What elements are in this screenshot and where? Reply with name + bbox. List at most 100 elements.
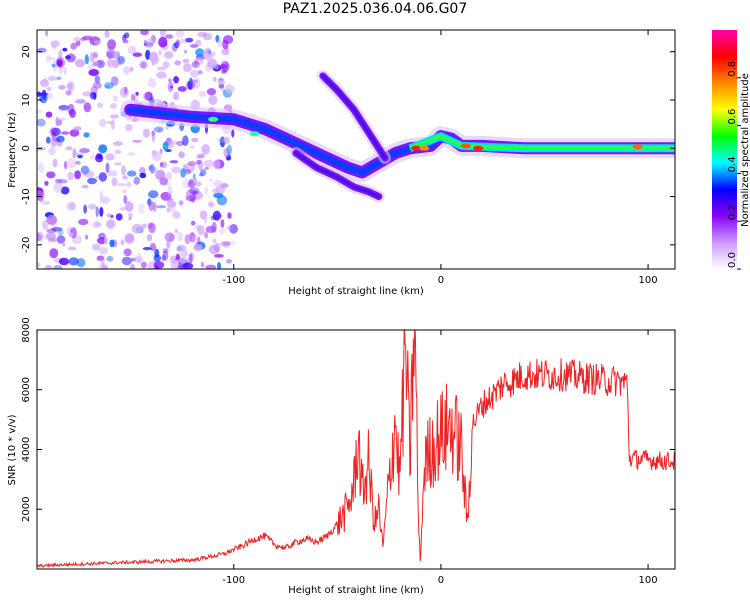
heatmap-noise-blob (174, 60, 182, 66)
heatmap-noise-blob (177, 231, 184, 242)
heatmap-noise-blob (69, 108, 76, 118)
heatmap-noise-blob (123, 66, 130, 75)
heatmap-noise-blob (113, 141, 123, 146)
heatmap-noise-blob (204, 47, 211, 55)
heatmap-noise-blob (184, 234, 191, 245)
heatmap-noise-blob (61, 131, 70, 135)
heatmap-noise-blob (37, 118, 46, 127)
heatmap-noise-blob (58, 49, 63, 61)
heatmap-noise-blob (167, 81, 174, 93)
heatmap-noise-blob (96, 237, 107, 245)
heatmap-noise-blob (99, 246, 109, 255)
heatmap-noise-blob (62, 47, 68, 52)
heatmap-noise-blob (101, 256, 105, 267)
heatmap-noise-blob (106, 219, 116, 230)
heatmap-noise-blob (220, 63, 227, 69)
heatmap-noise-blob (216, 80, 226, 85)
heatmap-noise-blob (50, 127, 61, 136)
heatmap-noise-blob (37, 109, 43, 114)
heatmap-noise-blob (188, 178, 193, 185)
heatmap-noise-blob (58, 105, 69, 111)
heatmap-noise-blob (78, 218, 89, 226)
heatmap-noise-blob (170, 85, 173, 89)
heatmap-noise-blob (46, 86, 52, 92)
heatmap-noise-blob (197, 153, 205, 159)
heatmap-noise-blob (141, 223, 147, 229)
heatmap-noise-blob (67, 171, 74, 181)
heatmap-noise-blob (106, 213, 112, 218)
heatmap-noise-blob (110, 76, 119, 86)
heatmap-noise-blob (87, 177, 97, 185)
heatmap-noise-blob (173, 76, 180, 84)
heatmap-noise-blob (142, 128, 150, 138)
heatmap-noise-blob (211, 221, 217, 233)
heatmap-noise-blob (225, 156, 232, 161)
heatmap-noise-blob (167, 78, 173, 83)
heatmap-noise-blob (117, 183, 127, 187)
heatmap-noise-blob (66, 82, 73, 90)
heatmap-noise-blob (69, 129, 80, 137)
heatmap-noise-blob (157, 128, 162, 133)
heatmap-noise-blob (182, 178, 192, 189)
heatmap-hotspot (249, 131, 260, 137)
heatmap-noise-blob (224, 84, 235, 94)
heatmap-noise-blob (57, 229, 64, 236)
heatmap-noise-blob (112, 50, 120, 59)
heatmap-noise-blob (204, 167, 209, 170)
heatmap-noise-blob (49, 248, 59, 259)
colorbar: 0.0 0.2 0.4 0.6 0.8 Normalized spectral ampl… (712, 30, 750, 270)
y-tick-label: 20 (21, 45, 32, 58)
heatmap-noise-blob (161, 254, 166, 262)
heatmap-noise-blob (156, 71, 167, 79)
heatmap-noise-blob (83, 170, 95, 178)
heatmap-noise-blob (153, 254, 162, 262)
heatmap-noise-blob (37, 262, 41, 268)
heatmap-noise-blob (205, 264, 217, 269)
heatmap-noise-blob (80, 165, 90, 175)
heatmap-noise-blob (40, 79, 49, 88)
heatmap-noise-blob (138, 203, 145, 214)
heatmap-noise-blob (119, 86, 129, 98)
snr-line (37, 330, 675, 568)
heatmap-noise-blob (57, 137, 63, 147)
heatmap-noise-blob (56, 179, 68, 184)
heatmap-noise-blob (68, 257, 79, 266)
x-tick-label: -100 (222, 275, 245, 286)
heatmap-noise-blob (180, 249, 189, 258)
heatmap-noise-blob (123, 195, 128, 204)
heatmap-noise-blob (206, 88, 217, 96)
heatmap-noise-blob (60, 186, 70, 195)
heatmap-noise-blob (128, 212, 133, 219)
heatmap-noise-blob (212, 210, 221, 221)
heatmap-noise-blob (110, 119, 115, 130)
heatmap-noise-blob (74, 59, 86, 68)
heatmap-noise-blob (114, 162, 122, 166)
heatmap-noise-blob (191, 137, 199, 143)
heatmap-noise-blob (63, 161, 68, 170)
heatmap-noise-blob (182, 135, 189, 146)
heatmap-noise-blob (197, 31, 208, 38)
heatmap-noise-blob (109, 239, 115, 248)
heatmap-noise-blob (99, 118, 106, 128)
heatmap-noise-blob (98, 144, 108, 154)
heatmap-noise-blob (55, 116, 60, 127)
heatmap-noise-blob (147, 77, 157, 88)
y-tick-label: -10 (21, 188, 32, 204)
heatmap-noise-blob (59, 106, 69, 112)
heatmap-noise-blob (70, 42, 77, 50)
heatmap-noise-blob (72, 148, 77, 159)
heatmap-noise-blob (218, 83, 225, 89)
heatmap-noise-blob (192, 178, 198, 184)
heatmap-noise-blob (214, 254, 224, 258)
heatmap-noise-blob (55, 57, 66, 68)
heatmap-noise-blob (166, 171, 173, 180)
heatmap-noise-blob (145, 38, 154, 49)
heatmap-noise-blob (166, 200, 177, 208)
heatmap-noise-blob (189, 77, 193, 84)
heatmap-noise-blob (213, 179, 223, 188)
top-x-axis-label: Height of straight line (km) (288, 286, 424, 297)
heatmap-noise-blob (198, 90, 207, 98)
heatmap-noise-blob (83, 204, 87, 214)
heatmap-noise-blob (96, 59, 105, 69)
